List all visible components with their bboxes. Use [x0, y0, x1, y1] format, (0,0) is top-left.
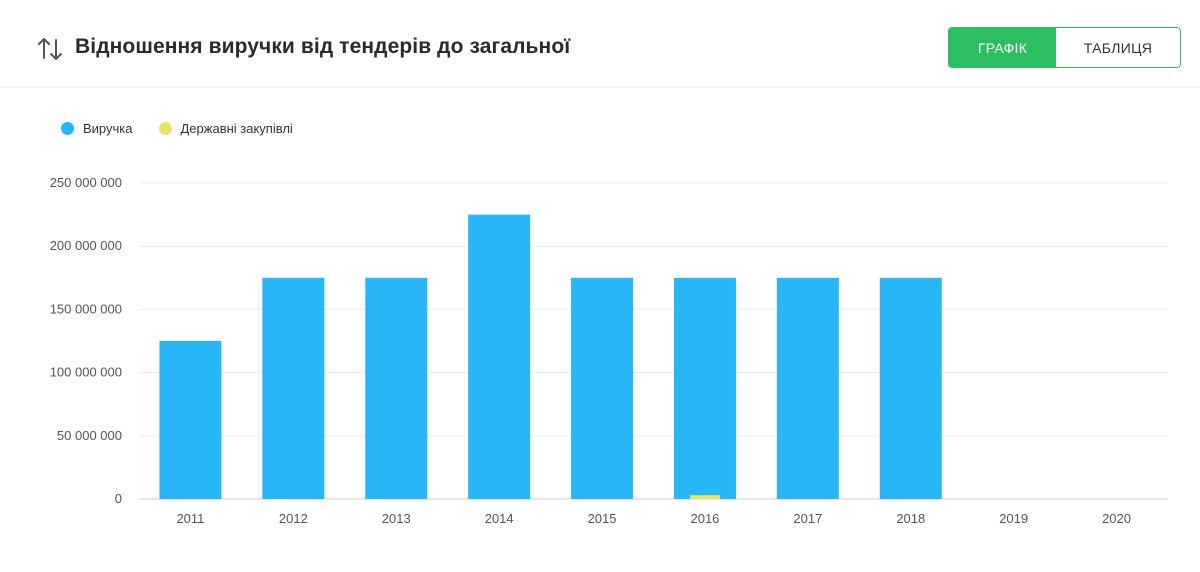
- x-tick-label: 2012: [279, 511, 308, 526]
- bar-revenue-2018: [879, 277, 942, 499]
- legend-dot-revenue: [61, 122, 74, 135]
- x-tick-label: 2018: [896, 511, 925, 526]
- legend-label-revenue: Виручка: [83, 121, 133, 136]
- y-tick-label: 100 000 000: [50, 365, 122, 380]
- bar-revenue-2017: [776, 277, 839, 499]
- table-view-button[interactable]: ТАБЛИЦЯ: [1056, 28, 1180, 67]
- y-tick-label: 50 000 000: [57, 428, 122, 443]
- bar-revenue-2011: [159, 341, 222, 499]
- sort-arrows-icon[interactable]: [36, 37, 66, 61]
- bar-revenue-2013: [365, 277, 428, 499]
- chart-view-button[interactable]: ГРАФІК: [949, 28, 1056, 67]
- x-tick-label: 2014: [485, 511, 514, 526]
- bar-procurement-2016: [689, 495, 720, 499]
- x-tick-label: 2013: [382, 511, 411, 526]
- x-tick-label: 2019: [999, 511, 1028, 526]
- bar-revenue-2012: [262, 277, 325, 499]
- bar-revenue-2015: [571, 277, 634, 499]
- x-tick-label: 2015: [588, 511, 617, 526]
- x-tick-label: 2017: [793, 511, 822, 526]
- x-tick-label: 2011: [176, 511, 204, 526]
- page-title: Відношення виручки від тендерів до загал…: [75, 35, 571, 58]
- bar-revenue-2016: [673, 277, 736, 499]
- y-tick-label: 0: [115, 491, 122, 506]
- x-tick-label: 2016: [690, 511, 719, 526]
- legend-dot-procurement: [158, 122, 172, 135]
- y-tick-label: 250 000 000: [50, 175, 122, 190]
- chart-legend: Виручка Державні закупівлі: [61, 121, 319, 136]
- view-toggle: ГРАФІК ТАБЛИЦЯ: [948, 27, 1181, 68]
- legend-label-procurement: Державні закупівлі: [180, 121, 293, 136]
- bar-revenue-2014: [468, 214, 531, 499]
- legend-item-revenue[interactable]: Виручка: [61, 121, 133, 136]
- y-tick-label: 200 000 000: [50, 238, 122, 253]
- x-tick-label: 2020: [1102, 511, 1131, 526]
- legend-item-procurement[interactable]: Державні закупівлі: [158, 121, 293, 136]
- chart-header: Відношення виручки від тендерів до загал…: [0, 0, 1200, 88]
- y-tick-label: 150 000 000: [50, 301, 122, 316]
